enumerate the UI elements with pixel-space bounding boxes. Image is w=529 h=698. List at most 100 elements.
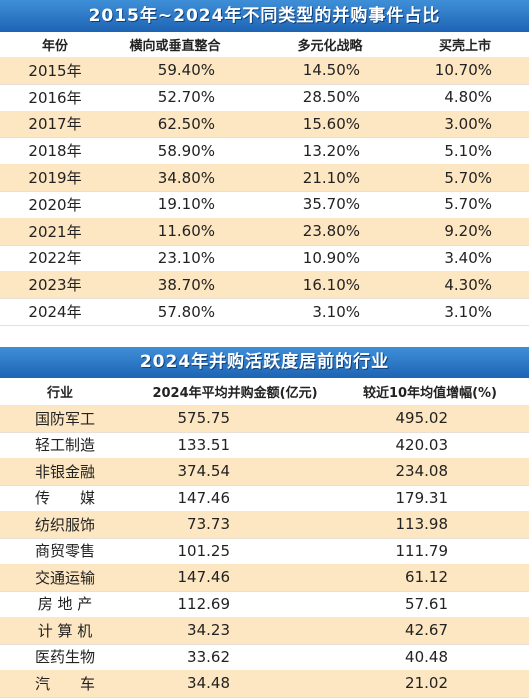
table-cell: 5.10% bbox=[444, 141, 492, 160]
table-row: 纺织服饰 73.73 113.98 bbox=[0, 511, 529, 539]
table-cell: 52.70% bbox=[157, 88, 215, 107]
header-cell: 横向或垂直整合 bbox=[129, 39, 221, 54]
table-cell: 纺织服饰 bbox=[34, 515, 95, 534]
table-cell: 33.62 bbox=[187, 647, 230, 666]
table-cell: 420.03 bbox=[395, 435, 449, 454]
table-row: 2015年 59.40% 14.50% 10.70% bbox=[0, 57, 529, 85]
table-row: 商贸零售 101.25 111.79 bbox=[0, 538, 529, 565]
table-cell: 4.80% bbox=[444, 88, 492, 107]
table-cell: 34.48 bbox=[187, 674, 230, 693]
table-cell: 133.51 bbox=[177, 435, 231, 454]
table-cell: 101.25 bbox=[177, 541, 231, 560]
table-cell: 23.80% bbox=[302, 222, 360, 241]
table-row: 2018年 58.90% 13.20% 5.10% bbox=[0, 137, 529, 166]
table-cell: 2018年 bbox=[28, 142, 82, 161]
table-cell: 57.80% bbox=[157, 302, 215, 321]
table-cell: 234.08 bbox=[395, 462, 449, 481]
header-row: 年份 横向或垂直整合 多元化战略 买壳上市 bbox=[0, 32, 529, 57]
table-cell: 58.90% bbox=[157, 141, 215, 160]
table-cell: 19.10% bbox=[157, 195, 215, 214]
table-row: 轻工制造 133.51 420.03 bbox=[0, 432, 529, 459]
table-cell: 179.31 bbox=[395, 488, 449, 507]
table-cell: 21.02 bbox=[405, 674, 448, 693]
table-cell: 非银金融 bbox=[34, 462, 95, 481]
header-cell: 年份 bbox=[41, 39, 68, 54]
table-cell: 113.98 bbox=[395, 515, 449, 534]
table-row: 汽 车 34.48 21.02 bbox=[0, 670, 529, 698]
table-cell: 2024年 bbox=[28, 303, 82, 322]
table-cell: 34.23 bbox=[187, 621, 230, 640]
table-cell: 2016年 bbox=[28, 88, 82, 107]
table-cell: 111.79 bbox=[395, 541, 449, 560]
table-cell: 73.73 bbox=[187, 515, 230, 534]
table1-title: 2015年~2024年不同类型的并购事件占比 bbox=[0, 0, 529, 32]
header-cell: 2024年平均并购金额(亿元) bbox=[152, 386, 318, 401]
table-cell: 38.70% bbox=[157, 275, 215, 294]
table-row: 2016年 52.70% 28.50% 4.80% bbox=[0, 84, 529, 112]
table-row: 医药生物 33.62 40.48 bbox=[0, 644, 529, 671]
table-cell: 5.70% bbox=[444, 168, 492, 187]
table-row: 交通运输 147.46 61.12 bbox=[0, 564, 529, 592]
table-cell: 13.20% bbox=[302, 141, 360, 160]
header-row: 行业 2024年平均并购金额(亿元) 较近10年均值增幅(%) bbox=[0, 378, 529, 405]
table-row: 非银金融 374.54 234.08 bbox=[0, 458, 529, 486]
table-cell: 2019年 bbox=[28, 169, 82, 188]
table-cell: 147.46 bbox=[177, 488, 231, 507]
table-cell: 2023年 bbox=[28, 276, 82, 295]
table-row: 2024年 57.80% 3.10% 3.10% bbox=[0, 298, 529, 326]
table-cell: 传 媒 bbox=[34, 489, 95, 508]
table-row: 2021年 11.60% 23.80% 9.20% bbox=[0, 217, 529, 246]
table-cell: 交通运输 bbox=[34, 568, 95, 587]
table2-title: 2024年并购活跃度居前的行业 bbox=[0, 347, 529, 378]
table-cell: 计 算 机 bbox=[37, 621, 93, 640]
table-row: 2023年 38.70% 16.10% 4.30% bbox=[0, 271, 529, 300]
table-cell: 575.75 bbox=[177, 409, 231, 428]
table-cell: 112.69 bbox=[177, 594, 231, 613]
header-cell: 买壳上市 bbox=[438, 39, 491, 54]
table-cell: 14.50% bbox=[302, 61, 360, 80]
table-cell: 汽 车 bbox=[34, 674, 95, 693]
table-cell: 10.70% bbox=[434, 61, 492, 80]
table-cell: 5.70% bbox=[444, 195, 492, 214]
table-cell: 40.48 bbox=[405, 647, 448, 666]
table-cell: 2017年 bbox=[28, 115, 82, 134]
table-cell: 2021年 bbox=[28, 222, 82, 241]
table-row: 2019年 34.80% 21.10% 5.70% bbox=[0, 164, 529, 192]
table-row: 2020年 19.10% 35.70% 5.70% bbox=[0, 191, 529, 219]
table-cell: 10.90% bbox=[302, 248, 360, 267]
table-cell: 15.60% bbox=[302, 114, 360, 133]
header-cell: 较近10年均值增幅(%) bbox=[363, 386, 497, 401]
table-cell: 34.80% bbox=[157, 168, 215, 187]
table-cell: 42.67 bbox=[405, 621, 448, 640]
table-cell: 61.12 bbox=[405, 568, 448, 587]
table-cell: 医药生物 bbox=[34, 648, 95, 667]
table-cell: 3.00% bbox=[444, 114, 492, 133]
table-cell: 23.10% bbox=[157, 248, 215, 267]
table-cell: 59.40% bbox=[157, 61, 215, 80]
table-cell: 国防军工 bbox=[34, 409, 95, 428]
table-row: 房 地 产 112.69 57.61 bbox=[0, 591, 529, 618]
table-row: 传 媒 147.46 179.31 bbox=[0, 485, 529, 512]
table-row: 计 算 机 34.23 42.67 bbox=[0, 617, 529, 645]
table-row: 国防军工 575.75 495.02 bbox=[0, 405, 529, 433]
table-cell: 3.40% bbox=[444, 248, 492, 267]
table-cell: 3.10% bbox=[444, 302, 492, 321]
table-cell: 16.10% bbox=[302, 275, 360, 294]
table-cell: 3.10% bbox=[312, 302, 360, 321]
table-cell: 495.02 bbox=[395, 409, 449, 428]
table-cell: 62.50% bbox=[157, 114, 215, 133]
table-cell: 2015年 bbox=[28, 61, 82, 80]
table-row: 2022年 23.10% 10.90% 3.40% bbox=[0, 245, 529, 273]
table-cell: 房 地 产 bbox=[37, 595, 93, 614]
table-row: 2017年 62.50% 15.60% 3.00% bbox=[0, 110, 529, 139]
table-cell: 4.30% bbox=[444, 275, 492, 294]
table-cell: 374.54 bbox=[177, 462, 231, 481]
table-cell: 2022年 bbox=[28, 249, 82, 268]
table-cell: 9.20% bbox=[444, 222, 492, 241]
table-cell: 商贸零售 bbox=[34, 542, 95, 561]
header-cell: 多元化战略 bbox=[297, 39, 363, 54]
table-cell: 28.50% bbox=[302, 88, 360, 107]
table-cell: 2020年 bbox=[28, 195, 82, 214]
table-cell: 35.70% bbox=[302, 195, 360, 214]
